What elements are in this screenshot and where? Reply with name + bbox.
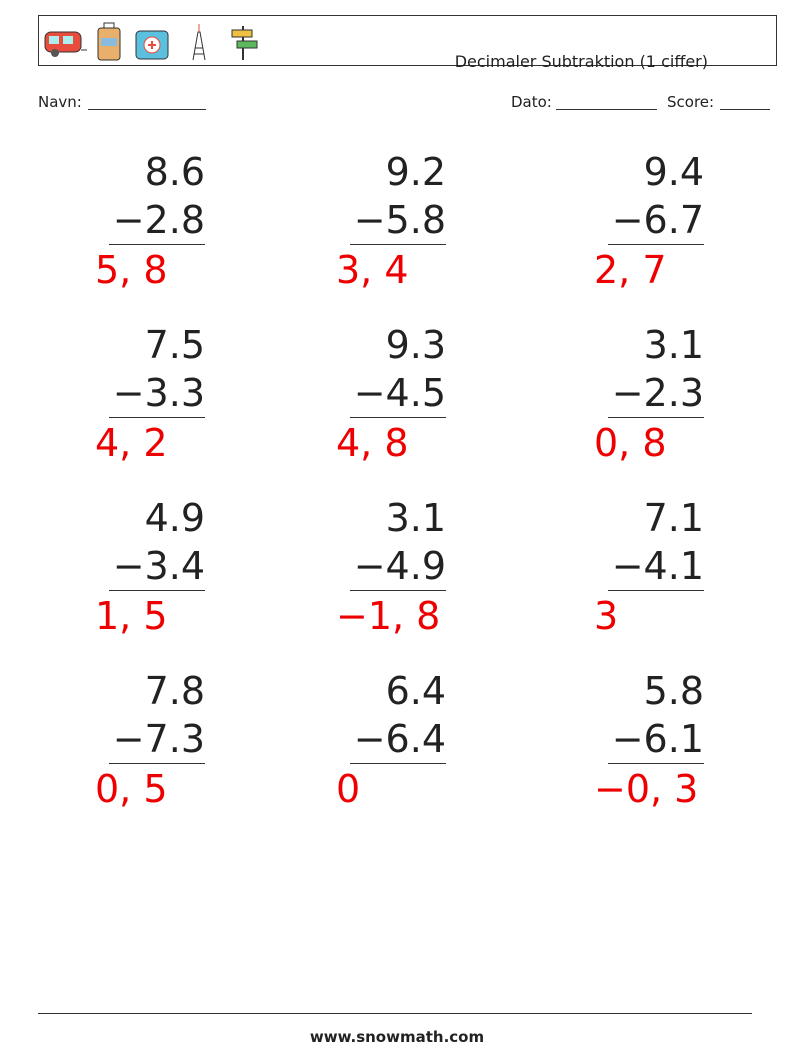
problem: 8.6 −2.8 5, 8 [95,148,205,308]
subtrahend: −4.9 [349,542,446,591]
problem: 9.4 −6.7 2, 7 [594,148,704,308]
header-box: Decimaler Subtraktion (1 ciffer) [38,15,777,71]
subtrahend: −3.3 [108,369,205,418]
minuend: 3.1 [385,496,446,540]
minuend: 6.4 [385,669,446,713]
problem: 5.8 −6.1 −0, 3 [594,667,704,827]
answer: 5, 8 [95,248,168,292]
answer: 3 [594,594,619,638]
name-label: Navn: [38,93,82,111]
date-label: Dato: [511,93,552,111]
problem: 9.2 −5.8 3, 4 [336,148,446,308]
answer: 4, 8 [336,421,409,465]
minuend: 4.9 [144,496,205,540]
icon-tower [192,24,206,61]
minuend: 8.6 [144,150,205,194]
answer: 2, 7 [594,248,667,292]
subtrahend: −4.5 [349,369,446,418]
problem: 3.1 −2.3 0, 8 [594,321,704,481]
name-line [88,93,206,110]
answer: 4, 2 [95,421,168,465]
icon-first-aid [135,30,169,60]
header-icons [44,22,258,61]
minuend: 5.8 [643,669,704,713]
subtrahend: −3.4 [108,542,205,591]
subtrahend: −6.4 [349,715,446,764]
problem: 6.4 −6.4 0 [336,667,446,827]
subtrahend: −4.1 [607,542,704,591]
problem: 3.1 −4.9 −1, 8 [336,494,446,654]
footer-line [38,1013,752,1014]
icon-suitcase [97,22,121,61]
answer: −0, 3 [594,767,699,811]
subtrahend: −2.3 [607,369,704,418]
answer: 0 [336,767,361,811]
answer: 1, 5 [95,594,168,638]
answer: 3, 4 [336,248,409,292]
subtrahend: −5.8 [349,196,446,245]
subtrahend: −2.8 [108,196,205,245]
minuend: 9.4 [643,150,704,194]
minuend: 7.8 [144,669,205,713]
icon-signpost [231,26,258,60]
score-line [720,93,770,110]
date-line [556,93,657,110]
score-label: Score: [667,93,715,111]
icon-camper [44,31,87,57]
answer: 0, 5 [95,767,168,811]
problem: 4.9 −3.4 1, 5 [95,494,205,654]
minuend: 7.5 [144,323,205,367]
minuend: 7.1 [643,496,704,540]
problem: 7.5 −3.3 4, 2 [95,321,205,481]
subtrahend: −7.3 [108,715,205,764]
subtrahend: −6.7 [607,196,704,245]
subtrahend: −6.1 [607,715,704,764]
minuend: 9.2 [385,150,446,194]
problem: 7.1 −4.1 3 [594,494,704,654]
problem: 9.3 −4.5 4, 8 [336,321,446,481]
footer: www.snowmath.com [309,1028,485,1046]
answer: −1, 8 [336,594,441,638]
answer: 0, 8 [594,421,667,465]
minuend: 3.1 [643,323,704,367]
title: Decimaler Subtraktion (1 ciffer) [454,52,708,71]
problem: 7.8 −7.3 0, 5 [95,667,205,827]
minuend: 9.3 [385,323,446,367]
